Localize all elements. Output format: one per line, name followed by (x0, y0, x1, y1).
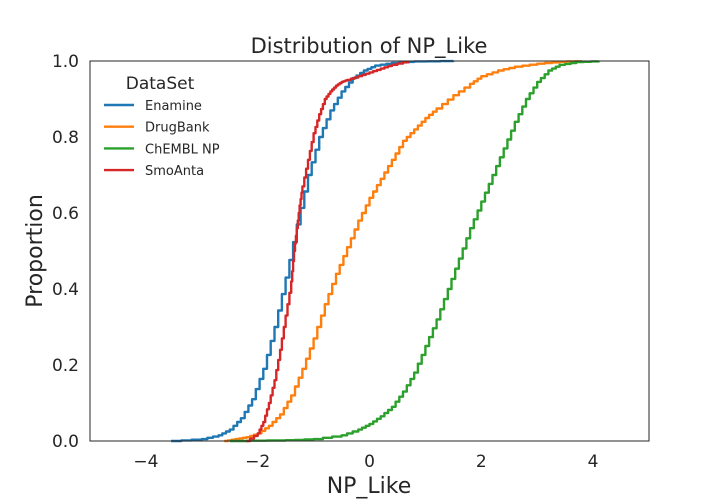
x-axis-label: NP_Like (327, 474, 412, 499)
legend-title: DataSet (126, 74, 195, 94)
series-line-chembl-np (229, 60, 600, 443)
x-tick-label: 2 (476, 452, 487, 472)
x-tick-label: −4 (133, 452, 158, 472)
y-axis-label: Proportion (23, 194, 48, 308)
y-tick-label: 0.6 (52, 204, 79, 224)
legend-label-chembl-np: ChEMBL NP (145, 142, 220, 157)
x-tick-label: 0 (364, 452, 375, 472)
series-layer (171, 59, 600, 443)
y-axis-ticks: 0.0 0.2 0.4 0.6 0.8 1.0 (52, 52, 79, 452)
legend: DataSet Enamine DrugBank ChEMBL NP SmoAnta (104, 74, 220, 179)
y-tick-label: 0.4 (52, 280, 79, 300)
legend-items: Enamine DrugBank ChEMBL NP SmoAnta (104, 99, 220, 179)
y-tick-label: 0.0 (52, 432, 79, 452)
y-tick-label: 0.8 (52, 128, 79, 148)
legend-label-enamine: Enamine (145, 99, 202, 114)
series-line-smoanta (246, 61, 410, 443)
legend-label-smoanta: SmoAnta (145, 164, 204, 179)
y-tick-label: 1.0 (52, 52, 79, 72)
x-tick-label: 4 (588, 452, 599, 472)
x-axis-ticks: −4 −2 0 2 4 (133, 452, 598, 472)
series-line-drugbank (224, 60, 584, 443)
x-tick-label: −2 (245, 452, 270, 472)
chart-title: Distribution of NP_Like (251, 34, 488, 59)
plot-frame (89, 60, 650, 442)
legend-label-drugbank: DrugBank (145, 121, 210, 136)
y-tick-label: 0.2 (52, 356, 79, 376)
series-line-enamine (171, 59, 455, 443)
